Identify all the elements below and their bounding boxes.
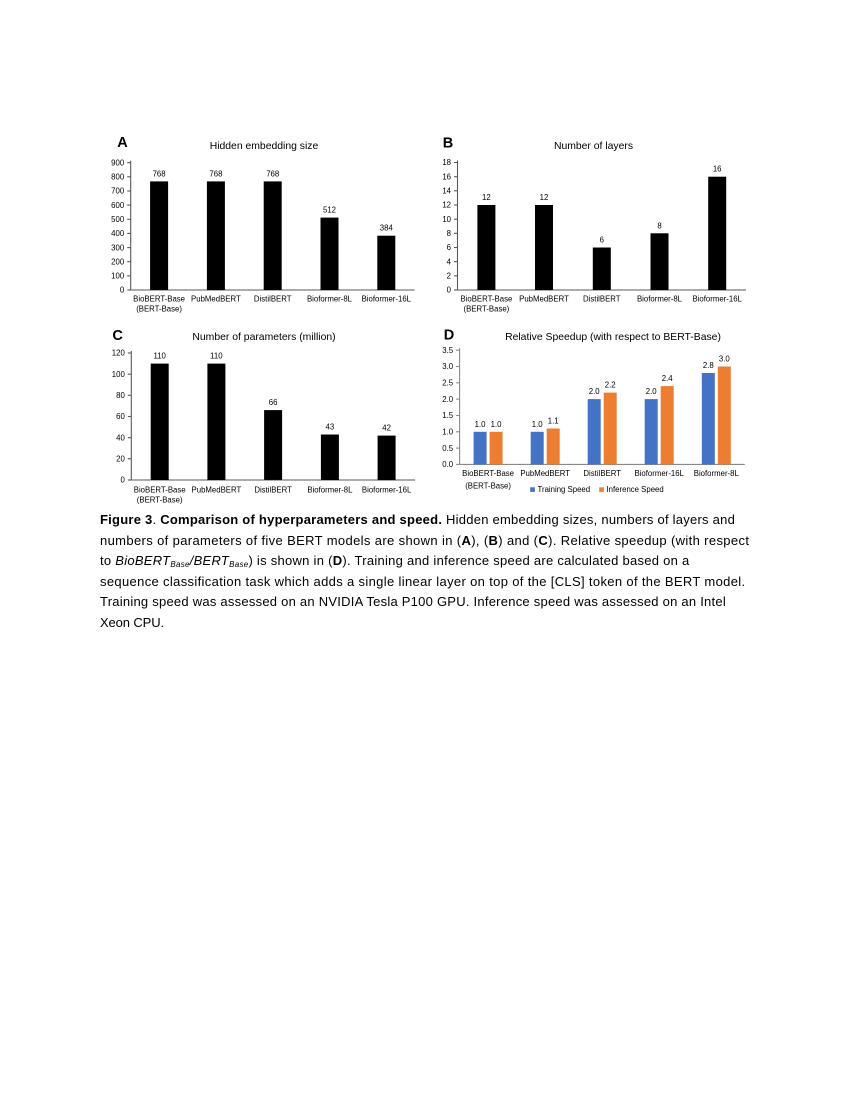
svg-text:2: 2 — [447, 272, 451, 281]
svg-text:Training Speed: Training Speed — [538, 485, 591, 494]
svg-text:2.5: 2.5 — [442, 379, 454, 388]
svg-text:1.1: 1.1 — [548, 417, 559, 426]
svg-text:PubMedBERT: PubMedBERT — [520, 469, 570, 478]
svg-text:4: 4 — [447, 257, 452, 266]
svg-text:3.0: 3.0 — [442, 362, 454, 371]
svg-text:768: 768 — [266, 169, 279, 178]
svg-text:600: 600 — [111, 201, 125, 210]
svg-text:B: B — [443, 136, 453, 152]
svg-text:0: 0 — [120, 286, 125, 295]
svg-text:0: 0 — [120, 476, 125, 485]
svg-text:80: 80 — [116, 391, 125, 400]
svg-text:20: 20 — [116, 455, 125, 464]
svg-text:Bioformer-8L: Bioformer-8L — [694, 469, 740, 478]
svg-text:14: 14 — [442, 187, 451, 196]
svg-text:2.0: 2.0 — [442, 395, 454, 404]
svg-text:3.5: 3.5 — [442, 346, 454, 355]
svg-text:110: 110 — [153, 352, 166, 361]
svg-text:66: 66 — [269, 398, 278, 407]
svg-text:16: 16 — [713, 165, 722, 174]
svg-text:Bioformer-8L: Bioformer-8L — [307, 486, 353, 495]
svg-text:Bioformer-16L: Bioformer-16L — [362, 486, 412, 495]
svg-text:1.0: 1.0 — [491, 420, 503, 429]
svg-text:12: 12 — [540, 193, 549, 202]
svg-text:18: 18 — [442, 158, 451, 167]
svg-text:PubMedBERT: PubMedBERT — [519, 295, 569, 304]
svg-text:500: 500 — [111, 215, 125, 224]
svg-text:Hidden embedding size: Hidden embedding size — [210, 141, 319, 152]
svg-text:16: 16 — [442, 172, 451, 181]
svg-text:Bioformer-16L: Bioformer-16L — [692, 295, 742, 304]
svg-text:8: 8 — [447, 229, 451, 238]
svg-text:Bioformer-16L: Bioformer-16L — [362, 295, 412, 304]
svg-text:100: 100 — [111, 272, 125, 281]
svg-text:BioBERT-Base: BioBERT-Base — [462, 469, 514, 478]
svg-text:43: 43 — [326, 423, 335, 432]
svg-text:12: 12 — [442, 201, 451, 210]
svg-text:2.0: 2.0 — [589, 387, 601, 396]
svg-text:42: 42 — [382, 424, 391, 433]
svg-text:384: 384 — [380, 224, 394, 233]
svg-text:8: 8 — [657, 221, 661, 230]
svg-text:D: D — [444, 328, 454, 344]
svg-text:800: 800 — [111, 173, 125, 182]
svg-text:DistilBERT: DistilBERT — [583, 469, 621, 478]
svg-text:Bioformer-8L: Bioformer-8L — [637, 295, 683, 304]
svg-text:6: 6 — [447, 243, 451, 252]
svg-text:0: 0 — [447, 286, 452, 295]
svg-text:Inference Speed: Inference Speed — [607, 485, 664, 494]
svg-text:0.0: 0.0 — [442, 460, 454, 469]
svg-text:200: 200 — [111, 257, 125, 266]
svg-text:2.4: 2.4 — [662, 374, 674, 383]
svg-text:(BERT-Base): (BERT-Base) — [464, 304, 510, 313]
svg-text:40: 40 — [116, 433, 125, 442]
svg-text:1.0: 1.0 — [475, 420, 487, 429]
svg-text:BioBERT-Base: BioBERT-Base — [460, 295, 512, 304]
svg-text:PubMedBERT: PubMedBERT — [191, 295, 241, 304]
svg-text:BioBERT-Base: BioBERT-Base — [133, 295, 185, 304]
svg-text:DistilBERT: DistilBERT — [254, 295, 292, 304]
svg-text:6: 6 — [600, 236, 604, 245]
svg-text:400: 400 — [111, 229, 125, 238]
svg-text:(BERT-Base): (BERT-Base) — [465, 481, 511, 490]
svg-text:768: 768 — [153, 169, 166, 178]
svg-text:Bioformer-8L: Bioformer-8L — [307, 295, 353, 304]
svg-text:A: A — [117, 135, 128, 151]
svg-text:3.0: 3.0 — [719, 355, 731, 364]
svg-text:(BERT-Base): (BERT-Base) — [137, 495, 183, 504]
svg-text:2.0: 2.0 — [646, 387, 658, 396]
svg-text:PubMedBERT: PubMedBERT — [192, 486, 242, 495]
svg-text:Number of parameters (million): Number of parameters (million) — [192, 332, 335, 343]
svg-text:768: 768 — [209, 169, 222, 178]
svg-text:100: 100 — [112, 370, 126, 379]
svg-text:120: 120 — [112, 349, 126, 358]
svg-text:Bioformer-16L: Bioformer-16L — [634, 469, 684, 478]
svg-text:300: 300 — [111, 243, 125, 252]
svg-text:2.8: 2.8 — [703, 361, 714, 370]
svg-text:Number of layers: Number of layers — [554, 141, 633, 152]
svg-text:0.5: 0.5 — [442, 444, 454, 453]
svg-text:110: 110 — [210, 352, 223, 361]
svg-text:C: C — [112, 328, 123, 344]
svg-text:1.5: 1.5 — [442, 411, 454, 420]
svg-text:1.0: 1.0 — [532, 420, 544, 429]
svg-text:900: 900 — [111, 158, 125, 167]
svg-text:Relative Speedup (with respect: Relative Speedup (with respect to BERT-B… — [505, 332, 721, 343]
svg-text:(BERT-Base): (BERT-Base) — [136, 304, 182, 313]
svg-text:BioBERT-Base: BioBERT-Base — [134, 486, 186, 495]
svg-text:512: 512 — [323, 206, 336, 215]
svg-text:DistilBERT: DistilBERT — [583, 295, 621, 304]
svg-text:700: 700 — [111, 187, 125, 196]
svg-text:DistilBERT: DistilBERT — [254, 486, 292, 495]
svg-text:10: 10 — [442, 215, 451, 224]
svg-text:60: 60 — [116, 412, 125, 421]
svg-text:2.2: 2.2 — [605, 381, 616, 390]
svg-text:1.0: 1.0 — [442, 428, 454, 437]
svg-text:12: 12 — [482, 193, 491, 202]
